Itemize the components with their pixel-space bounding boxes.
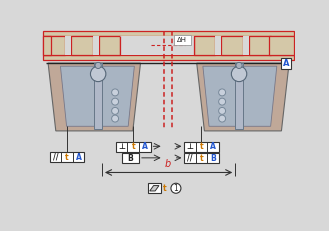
Text: A: A [283,59,289,68]
Bar [194,36,215,55]
Text: //: // [53,153,58,162]
Bar [116,142,150,152]
Bar [43,36,65,55]
Text: t: t [131,142,135,151]
Text: B: B [211,154,216,163]
Circle shape [112,98,118,105]
Text: t: t [163,184,167,193]
Text: A: A [76,153,82,162]
Bar [65,36,71,55]
Text: t: t [200,142,204,151]
Bar [243,36,249,55]
Text: b: b [165,159,171,169]
Text: t: t [200,154,204,163]
Bar [122,153,139,163]
Text: A: A [142,142,148,151]
Polygon shape [61,66,134,126]
Circle shape [112,89,118,96]
Polygon shape [150,185,159,191]
Bar [148,183,161,193]
Bar [235,63,243,129]
Bar [120,36,194,55]
Circle shape [219,89,226,96]
Bar [99,36,120,55]
Circle shape [112,107,118,114]
Polygon shape [203,66,277,126]
Bar [43,36,51,55]
Bar [71,36,93,55]
Circle shape [95,62,101,69]
Text: A: A [210,142,216,151]
Bar [43,55,294,60]
Text: t: t [65,153,69,162]
Bar [249,36,271,55]
Circle shape [219,115,226,122]
Polygon shape [197,63,289,131]
Bar [221,36,243,55]
Bar [50,152,84,162]
Bar [215,36,221,55]
Text: //: // [188,154,193,163]
Circle shape [231,66,247,82]
Bar [269,36,294,55]
Circle shape [112,115,118,122]
Circle shape [236,62,242,69]
Text: ΔH: ΔH [177,37,187,43]
Bar [281,58,291,69]
Bar [184,142,219,152]
Circle shape [219,107,226,114]
Bar [43,31,294,36]
Bar [174,35,190,46]
Text: 1: 1 [174,184,178,193]
Bar [184,153,219,163]
Text: ⊥: ⊥ [118,142,125,151]
Bar [93,36,99,55]
Bar [94,63,102,129]
Circle shape [171,183,181,193]
Text: B: B [128,154,133,163]
Circle shape [90,66,106,82]
Circle shape [219,98,226,105]
Text: ⊥: ⊥ [187,142,194,151]
Polygon shape [48,63,140,131]
